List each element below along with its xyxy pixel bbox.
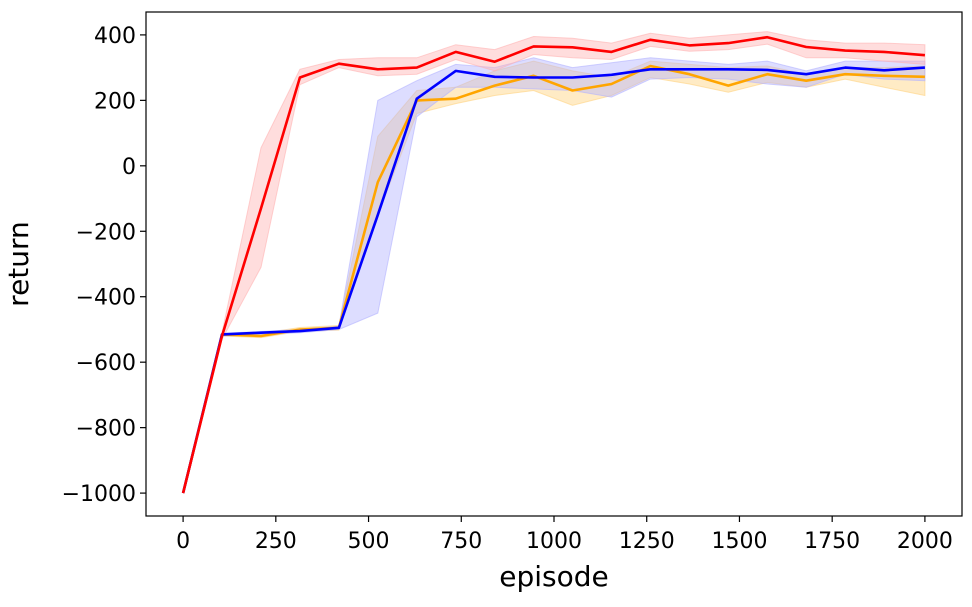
x-tick-label: 500 xyxy=(348,529,390,554)
x-axis-label: episode xyxy=(499,560,609,593)
y-tick-label: −200 xyxy=(76,220,136,245)
x-tick-label: 1000 xyxy=(526,529,582,554)
series-0-line xyxy=(181,64,925,494)
x-axis-ticks: 0 250 500 750 1000 1250 1500 1750 2000 xyxy=(176,516,953,554)
y-tick-label: −800 xyxy=(76,417,136,442)
series-1-band xyxy=(182,57,926,494)
series-2-line xyxy=(181,35,926,494)
y-tick-label: 200 xyxy=(94,89,136,114)
series-2-band xyxy=(182,31,926,494)
x-tick-label: 750 xyxy=(440,529,482,554)
series-1-line xyxy=(181,66,925,494)
y-tick-label: −600 xyxy=(76,351,136,376)
series-lines xyxy=(181,35,926,494)
x-tick-label: 1750 xyxy=(804,529,860,554)
x-tick-label: 1500 xyxy=(711,529,767,554)
series-0-band xyxy=(182,60,926,494)
y-tick-label: 400 xyxy=(94,24,136,49)
y-axis-ticks: 400 200 0 −200 −400 −600 −800 −1000 xyxy=(62,24,146,507)
confidence-bands xyxy=(182,31,926,494)
x-tick-label: 1250 xyxy=(619,529,675,554)
y-tick-label: −1000 xyxy=(62,482,136,507)
x-tick-label: 2000 xyxy=(897,529,953,554)
x-tick-label: 0 xyxy=(176,529,190,554)
y-tick-label: 0 xyxy=(122,155,136,180)
y-axis-label: return xyxy=(2,221,35,307)
y-tick-label: −400 xyxy=(76,286,136,311)
x-tick-label: 250 xyxy=(255,529,297,554)
